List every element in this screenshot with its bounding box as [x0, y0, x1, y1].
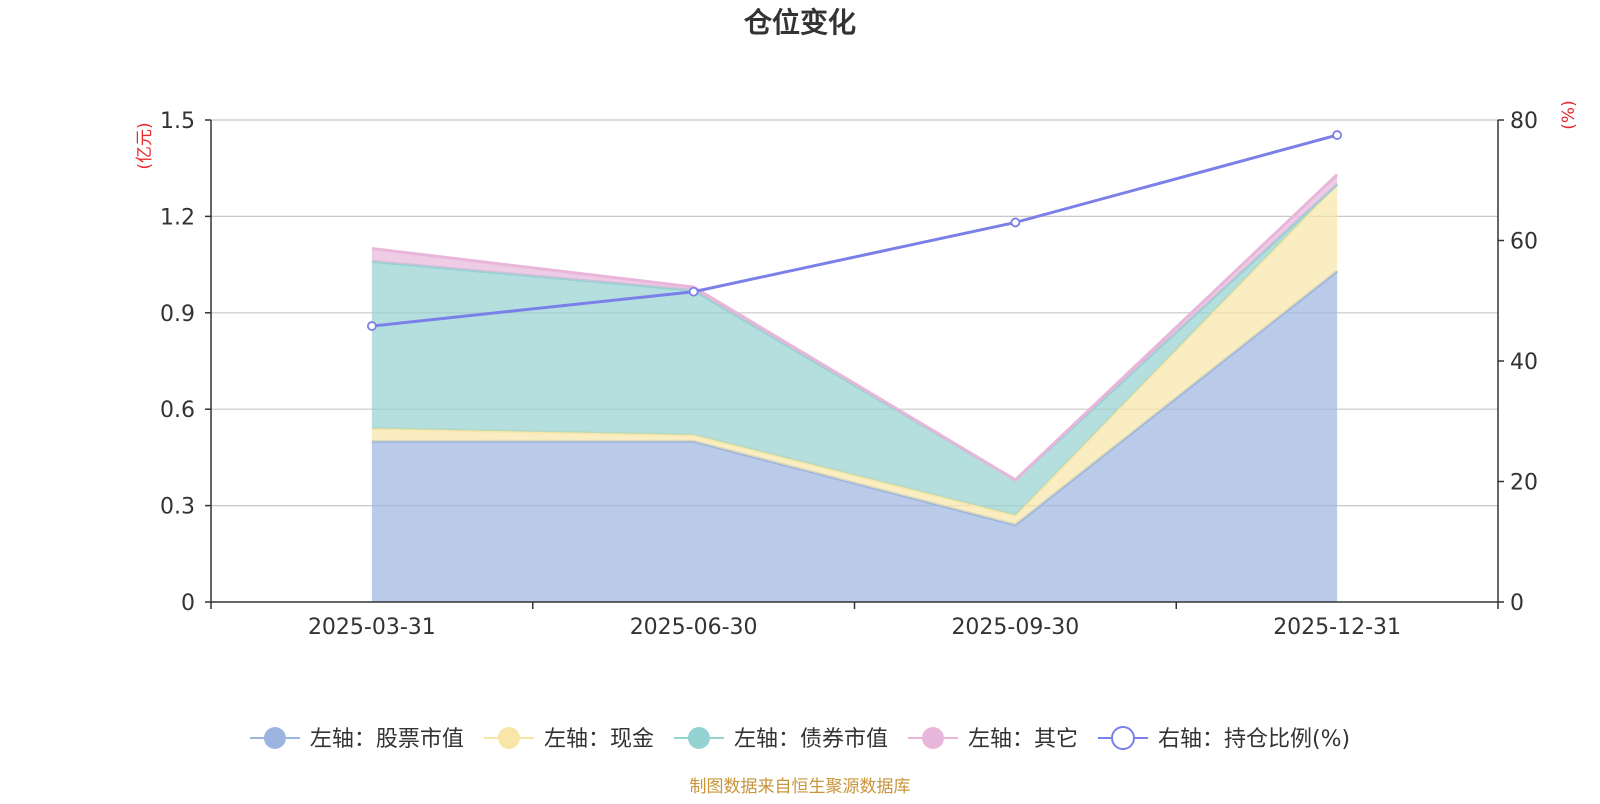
legend-item-现金: 左轴：现金 [483, 727, 654, 752]
chart-title: 仓位变化 [744, 6, 856, 39]
x-axis-tick-label: 2025-06-30 [630, 615, 758, 640]
right-axis-tick-label: 0 [1510, 591, 1524, 616]
legend-marker-icon [687, 727, 710, 749]
left-axis-unit-label: (亿元) [135, 122, 155, 169]
area-股票市值 [371, 271, 1338, 602]
legend-item-持仓比例(%): 右轴：持仓比例(%) [1097, 726, 1350, 752]
legend-label: 左轴：股票市值 [310, 727, 464, 752]
left-axis-tick-label: 1.2 [160, 205, 195, 230]
legend-marker-icon [921, 727, 944, 749]
legend-item-股票市值: 左轴：股票市值 [249, 727, 464, 752]
right-axis-tick-label: 20 [1510, 471, 1538, 496]
legend-marker-icon [263, 727, 286, 749]
left-axis-tick-label: 0.6 [160, 398, 195, 423]
right-axis-unit-label: (%) [1559, 100, 1579, 129]
legend-marker-icon [497, 727, 520, 749]
legend-label: 左轴：现金 [544, 727, 654, 752]
right-axis-tick-label: 40 [1510, 350, 1538, 375]
ratio-point [1010, 217, 1021, 228]
ratio-point [688, 286, 699, 297]
legend-label: 左轴：债券市值 [734, 727, 888, 752]
left-axis-tick-label: 0.3 [160, 495, 195, 520]
left-axis-tick-label: 1.5 [160, 109, 195, 134]
legend-item-债券市值: 左轴：债券市值 [673, 727, 888, 752]
area-债券市值 [371, 184, 1338, 516]
left-axis-tick-label: 0.9 [160, 302, 195, 327]
legend-label: 右轴：持仓比例(%) [1158, 727, 1350, 752]
legend-marker-icon [1110, 726, 1135, 750]
area-series-layer [371, 173, 1339, 602]
ratio-point [366, 321, 377, 331]
x-axis-tick-label: 2025-12-31 [1273, 615, 1401, 640]
data-source-note: 制图数据来自恒生聚源数据库 [690, 777, 911, 797]
axes: 0 0.3 0.6 0.9 1.2 1.5 0 20 40 60 80 2025-03-31 2025-… [160, 109, 1538, 640]
left-axis-tick-label: 0 [181, 591, 195, 616]
ratio-point [1332, 130, 1343, 140]
x-axis-tick-label: 2025-09-30 [951, 615, 1079, 640]
area-现金 [371, 184, 1338, 525]
legend: 左轴：股票市值 左轴：现金 左轴：债券市值 左轴：其它 右轴：持仓比例(%) [249, 726, 1350, 752]
legend-label: 左轴：其它 [968, 727, 1078, 752]
legend-item-其它: 左轴：其它 [907, 727, 1078, 752]
area-line-其它 [371, 173, 1339, 482]
right-axis-tick-label: 60 [1510, 230, 1538, 255]
ratio-line [371, 133, 1338, 328]
x-axis-tick-label: 2025-03-31 [308, 615, 436, 640]
right-axis-tick-label: 80 [1510, 109, 1538, 134]
ratio-line-layer [366, 130, 1343, 331]
